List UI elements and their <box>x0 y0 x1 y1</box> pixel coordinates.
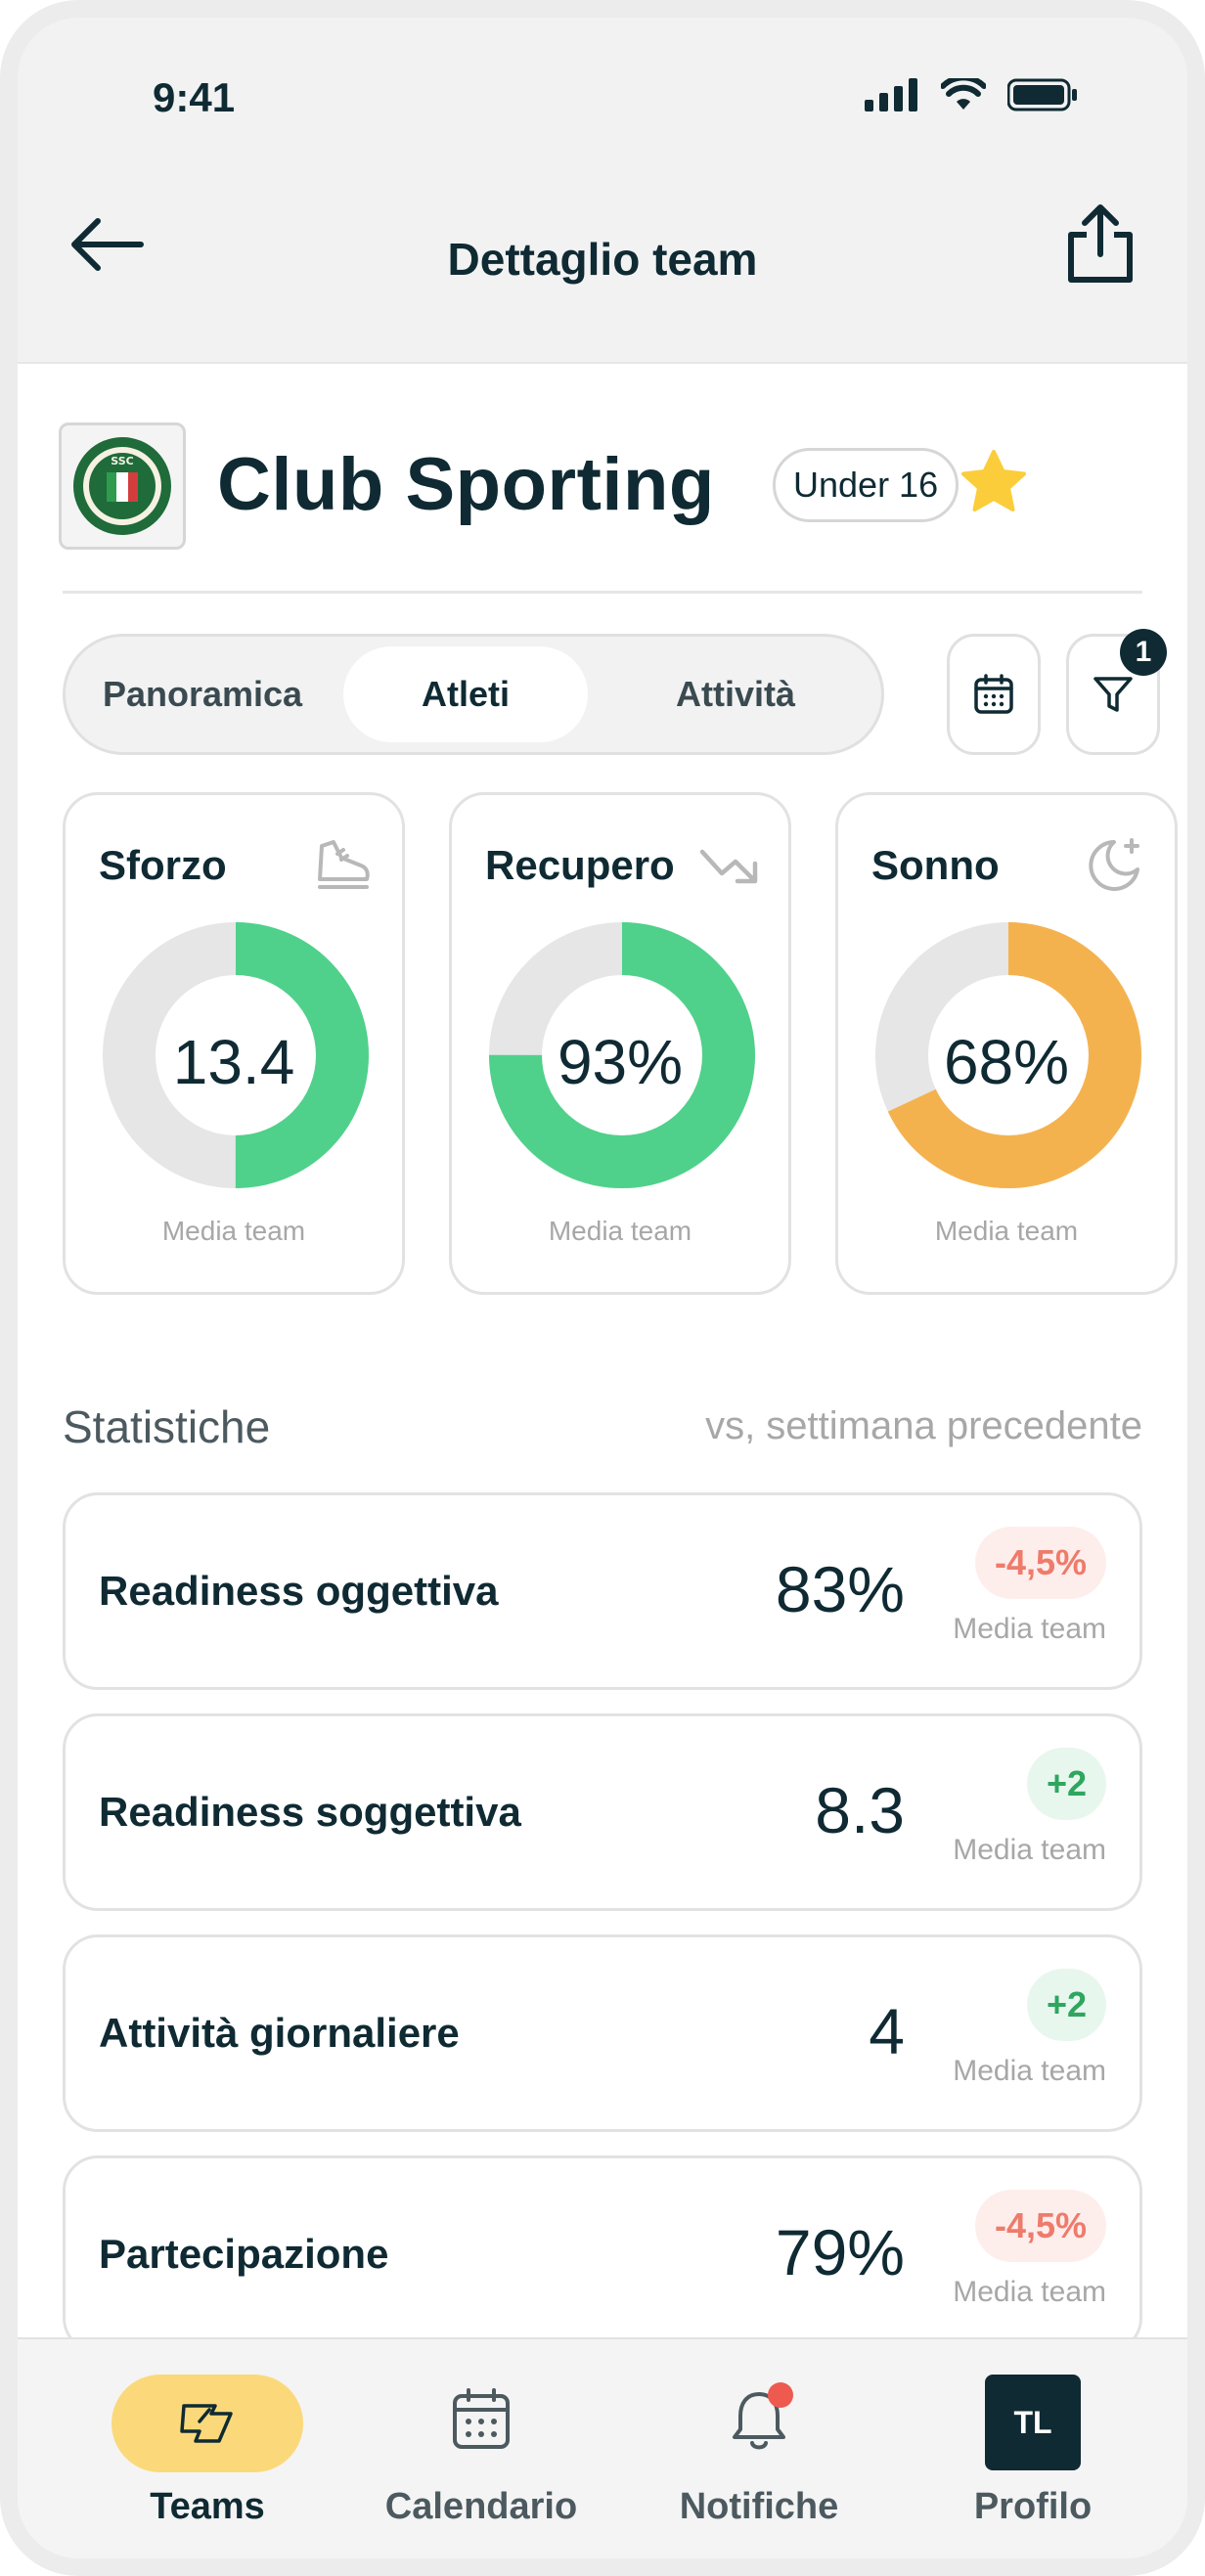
stat-card-attivita-giornaliere[interactable]: Attività giornaliere 4 +2 Media team <box>63 1934 1142 2132</box>
running-shoe-icon <box>318 840 370 889</box>
moon-star-icon <box>1089 838 1139 891</box>
nav-label: Profilo <box>973 2486 1093 2527</box>
metric-card-sonno[interactable]: Sonno 68% Media team <box>835 792 1178 1295</box>
stat-card-readiness-soggettiva[interactable]: Readiness soggettiva 8.3 +2 Media team <box>63 1713 1142 1911</box>
stats-header: Statistiche vs, settimana precedente <box>63 1400 1142 1459</box>
stat-subtitle: Media team <box>953 1613 1106 1645</box>
filter-icon <box>1093 677 1133 712</box>
club-name: Club Sporting <box>217 443 715 526</box>
bottom-navigation: Teams Calendario <box>18 2337 1187 2558</box>
club-logo: SSC <box>59 422 186 550</box>
favorite-star-icon[interactable] <box>955 444 1033 522</box>
metric-subtitle: Media team <box>934 1216 1079 1246</box>
filter-button[interactable]: 1 <box>1066 629 1167 755</box>
nav-item-calendario[interactable]: Calendario <box>374 2339 589 2558</box>
calendar-icon <box>453 2388 510 2449</box>
metric-title: Sforzo <box>99 842 227 888</box>
header: Dettaglio team <box>18 164 1187 360</box>
filter-count-badge: 1 <box>1120 629 1167 676</box>
metric-subtitle: Media team <box>548 1216 692 1246</box>
stat-label: Partecipazione <box>99 2231 389 2277</box>
metric-title: Sonno <box>871 842 1000 888</box>
team-detail-content: SSC Club Sporting Under 16 Panoramica At… <box>18 362 1187 2337</box>
nav-item-profilo[interactable]: TL Profilo <box>925 2339 1140 2558</box>
trending-up-icon <box>699 849 758 884</box>
stat-subtitle: Media team <box>953 2055 1106 2087</box>
ring-progress-arc <box>875 922 1141 1188</box>
nav-label: Calendario <box>384 2486 578 2527</box>
metric-subtitle: Media team <box>161 1216 306 1246</box>
teams-flag-icon <box>180 2404 233 2443</box>
stat-value: 83% <box>775 1553 905 1625</box>
arrow-left-icon <box>71 218 144 271</box>
stat-delta-badge: +2 <box>1026 1748 1106 1820</box>
avatar: TL <box>985 2375 1081 2470</box>
nav-label: Teams <box>150 2486 265 2527</box>
share-button[interactable] <box>1056 200 1144 288</box>
status-icons <box>865 78 1078 111</box>
stat-label: Readiness oggettiva <box>99 1568 499 1614</box>
nav-item-teams[interactable]: Teams <box>100 2339 315 2558</box>
metric-ring <box>489 922 755 1188</box>
nav-label: Notifiche <box>679 2486 839 2527</box>
stat-delta-badge: -4,5% <box>974 1527 1106 1599</box>
club-header: SSC Club Sporting Under 16 <box>59 422 1146 550</box>
tabs-row: Panoramica Atleti Attività 1 <box>63 629 1167 755</box>
status-time: 9:41 <box>153 74 236 120</box>
notification-dot <box>768 2382 793 2408</box>
stat-subtitle: Media team <box>953 1834 1106 1866</box>
metric-value: 13.4 <box>172 1027 295 1097</box>
metric-ring <box>875 922 1141 1188</box>
stats-compare-label: vs, settimana precedente <box>705 1404 1142 1447</box>
tab-atleti[interactable]: Atleti <box>343 646 588 742</box>
wifi-icon <box>941 78 986 110</box>
stat-label: Attività giornaliere <box>99 2010 460 2056</box>
metric-title: Recupero <box>485 842 675 888</box>
stat-value: 79% <box>775 2216 905 2288</box>
stat-label: Readiness soggettiva <box>99 1789 521 1835</box>
tab-panoramica[interactable]: Panoramica <box>102 674 303 714</box>
metric-value: 93% <box>557 1027 684 1097</box>
share-icon <box>1068 204 1133 283</box>
stat-delta-badge: -4,5% <box>974 2190 1106 2262</box>
stats-title: Statistiche <box>63 1401 271 1452</box>
calendar-filter-button[interactable] <box>947 634 1041 755</box>
metric-value: 68% <box>943 1027 1070 1097</box>
divider <box>63 591 1142 594</box>
signal-icon <box>865 78 917 111</box>
ring-progress-arc <box>103 922 369 1188</box>
club-logo-text: SSC <box>111 455 133 467</box>
page-title: Dettaglio team <box>447 234 758 285</box>
segmented-control: Panoramica Atleti Attività <box>63 634 884 755</box>
calendar-icon <box>974 674 1013 714</box>
stat-card-partecipazione[interactable]: Partecipazione 79% -4,5% Media team <box>63 2155 1142 2337</box>
stat-value: 4 <box>869 1995 905 2067</box>
metric-card-recupero[interactable]: Recupero 93% Media team <box>449 792 791 1295</box>
back-button[interactable] <box>68 205 147 284</box>
metric-card-sforzo[interactable]: Sforzo 13.4 Media team <box>63 792 405 1295</box>
stat-card-readiness-oggettiva[interactable]: Readiness oggettiva 83% -4,5% Media team <box>63 1492 1142 1690</box>
teams-pill <box>112 2375 303 2472</box>
metric-ring <box>103 922 369 1188</box>
category-badge: Under 16 <box>773 448 960 522</box>
battery-icon <box>1007 78 1077 111</box>
ring-progress-arc <box>489 922 755 1188</box>
stat-subtitle: Media team <box>953 2276 1106 2308</box>
stat-delta-badge: +2 <box>1026 1969 1106 2041</box>
tab-attivita[interactable]: Attività <box>675 674 795 714</box>
stat-value: 8.3 <box>815 1774 905 1846</box>
club-crest-icon: SSC <box>73 437 171 535</box>
nav-item-notifiche[interactable]: Notifiche <box>651 2339 867 2558</box>
